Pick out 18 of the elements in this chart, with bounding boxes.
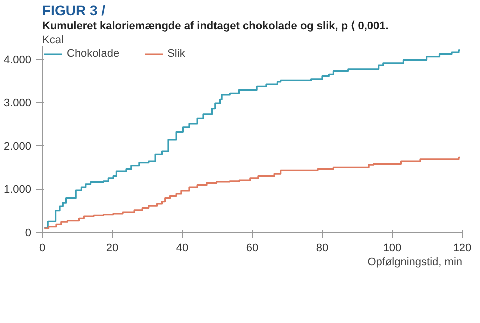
x-axis-title: Opfølgningstid, min [368,256,463,268]
legend-label: Chokolade [67,48,120,60]
x-tick-label: 40 [176,242,189,254]
x-tick-label: 20 [106,242,119,254]
y-tick-label: 4.000 [4,54,32,66]
x-tick-label: 0 [39,242,46,254]
chart-title: FIGUR 3 / [42,2,106,18]
chart-subtitle: Kumuleret kaloriemængde af indtaget chokolade og slik, p ⟨ 0,001. [42,20,389,32]
x-tick-label: 60 [246,242,259,254]
y-tick-label: 1.000 [4,184,32,196]
legend-label: Slik [168,48,186,60]
y-tick-label: 3.000 [4,98,32,110]
y-axis-title: Kcal [42,34,64,46]
y-tick-label: 0 [25,228,32,240]
x-tick-label: 100 [383,242,402,254]
x-tick-label: 80 [316,242,329,254]
y-tick-label: 2.000 [4,140,32,153]
x-tick-label: 120 [453,242,472,254]
